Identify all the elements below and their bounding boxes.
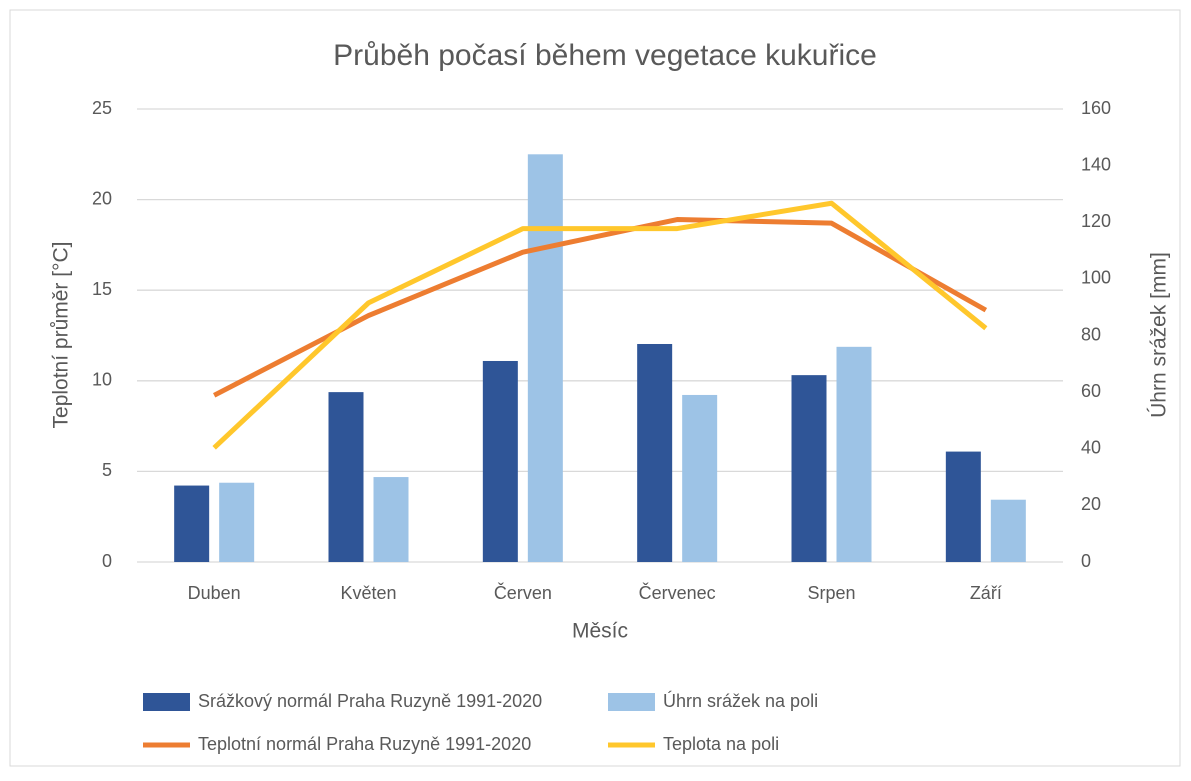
bar [174,485,210,562]
y-tick-label: 10 [92,370,112,390]
y2-tick-label: 120 [1081,211,1111,231]
y2-tick-label: 20 [1081,494,1101,514]
legend-label: Teplota na poli [663,734,779,754]
y2-tick-label: 40 [1081,438,1101,458]
line [212,200,988,450]
bar [945,451,981,562]
bar [219,482,255,562]
y-axis-title: Teplotní průměr [°C] [50,242,73,429]
bar [482,360,518,562]
legend-swatch [608,693,655,711]
y2-tick-label: 60 [1081,381,1101,401]
y-tick-label: 15 [92,279,112,299]
y2-tick-label: 80 [1081,324,1101,344]
y-tick-label: 5 [102,460,112,480]
y2-tick-label: 140 [1081,154,1111,174]
legend-swatch [143,693,190,711]
y-tick-label: 25 [92,98,112,118]
x-axis-title: Měsíc [572,620,628,643]
y2-tick-label: 160 [1081,98,1111,118]
chart-frame [9,9,1181,767]
x-tick-label: Srpen [807,583,855,603]
x-tick-label: Duben [188,583,241,603]
x-tick-label: Květen [340,583,396,603]
y2-axis-title: Úhrn srážek [mm] [1148,252,1171,418]
x-tick-label: Červen [494,582,552,603]
bar [527,154,563,563]
bar [637,343,673,562]
legend-label: Teplotní normál Praha Ruzyně 1991-2020 [198,734,531,754]
legend-label: Srážkový normál Praha Ruzyně 1991-2020 [198,691,542,711]
x-tick-label: Červenec [639,582,716,603]
x-tick-label: Září [970,583,1002,603]
bar [990,499,1026,562]
bar [836,346,872,562]
y2-tick-label: 100 [1081,268,1111,288]
chart-title: Průběh počasí během vegetace kukuřice [333,39,877,72]
bar [791,375,827,562]
bar [373,477,409,562]
bar [328,392,364,562]
bar [682,394,718,562]
y2-tick-label: 0 [1081,551,1091,571]
y-tick-label: 0 [102,551,112,571]
legend-label: Úhrn srážek na poli [663,690,818,711]
y-tick-label: 20 [92,188,112,208]
